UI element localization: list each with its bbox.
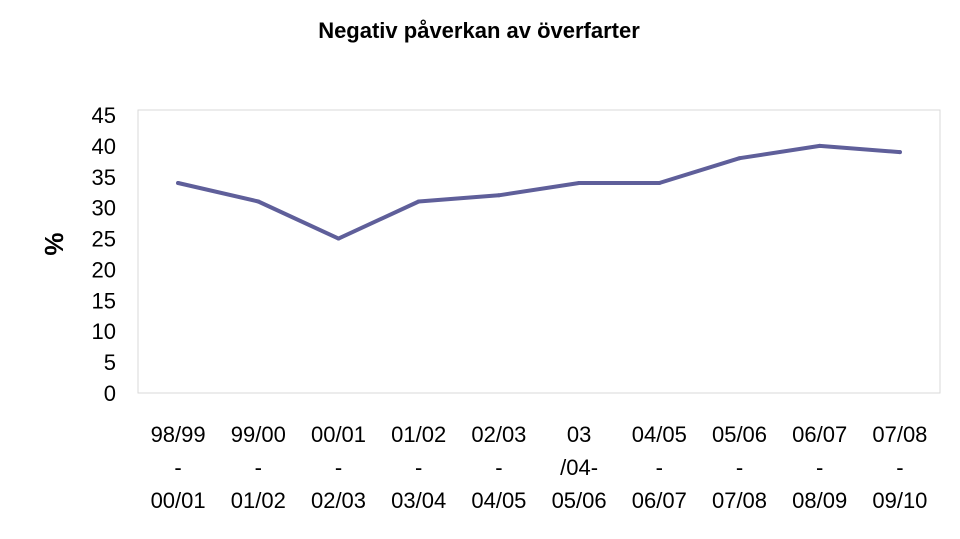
x-tick-label: 06/07 - 08/09: [792, 422, 847, 513]
y-tick-label: 0: [104, 381, 116, 406]
x-tick-label: 98/99 - 00/01: [151, 422, 206, 513]
data-point: [416, 199, 421, 204]
plot-border: [137, 109, 941, 394]
x-tick-label-line: 01/02: [391, 422, 446, 447]
y-tick-label: 45: [92, 103, 116, 128]
x-tick-label-line: -: [495, 455, 502, 480]
y-tick-label: 40: [92, 134, 116, 159]
x-tick-label-line: 03/04: [391, 488, 446, 513]
x-tick-label: 03/04- 05/06: [552, 422, 607, 513]
x-tick-label-line: 02/03: [311, 488, 366, 513]
x-tick-label-line: 00/01: [151, 488, 206, 513]
data-point: [657, 180, 662, 185]
y-tick-label: 5: [104, 350, 116, 375]
x-tick-label-line: 06/07: [632, 488, 687, 513]
y-tick-label: 25: [92, 227, 116, 252]
x-tick-label: 05/06 - 07/08: [712, 422, 767, 513]
x-tick-label-line: 03: [567, 422, 591, 447]
x-tick-label-line: -: [656, 455, 663, 480]
x-tick-label-line: 05/06: [552, 488, 607, 513]
x-tick-label-line: 05/06: [712, 422, 767, 447]
data-point: [577, 180, 582, 185]
y-axis-ticks: 0 5 10 15 20 25 30 35 40 45: [92, 103, 116, 406]
y-tick-label: 10: [92, 319, 116, 344]
data-point: [256, 199, 261, 204]
y-tick-label: 20: [92, 257, 116, 282]
x-tick-label-line: 00/01: [311, 422, 366, 447]
x-tick-label-line: -: [736, 455, 743, 480]
y-tick-label: 30: [92, 196, 116, 221]
plot-area: [137, 109, 941, 394]
y-axis-label: %: [39, 232, 69, 255]
x-tick-label-line: -: [174, 455, 181, 480]
x-tick-label-line: -: [816, 455, 823, 480]
x-tick-label: 07/08 - 09/10: [872, 422, 927, 513]
x-tick-label-line: 99/00: [231, 422, 286, 447]
data-point: [336, 236, 341, 241]
data-point: [737, 156, 742, 161]
x-tick-label-line: 04/05: [471, 488, 526, 513]
x-tick-label: 02/03 - 04/05: [471, 422, 526, 513]
x-tick-label: 99/00 - 01/02: [231, 422, 286, 513]
x-tick-label-line: -: [335, 455, 342, 480]
x-tick-label-line: 07/08: [872, 422, 927, 447]
x-axis-ticks: 98/99-00/0199/00-01/0200/01-02/0301/02-0…: [151, 422, 928, 513]
x-tick-label-line: 98/99: [151, 422, 206, 447]
x-tick-label: 00/01 - 02/03: [311, 422, 366, 513]
data-point: [176, 180, 181, 185]
data-point: [897, 150, 902, 155]
series-line: [176, 143, 902, 241]
data-point: [496, 193, 501, 198]
x-tick-label-line: 07/08: [712, 488, 767, 513]
x-tick-label-line: 02/03: [471, 422, 526, 447]
x-tick-label-line: 09/10: [872, 488, 927, 513]
x-tick-label-line: -: [896, 455, 903, 480]
chart-title: Negativ påverkan av överfarter: [318, 18, 640, 43]
x-tick-label-line: /04-: [560, 455, 598, 480]
y-tick-label: 35: [92, 165, 116, 190]
x-tick-label-line: 08/09: [792, 488, 847, 513]
x-tick-label-line: 06/07: [792, 422, 847, 447]
x-tick-label: 04/05 - 06/07: [632, 422, 687, 513]
x-tick-label-line: -: [255, 455, 262, 480]
y-tick-label: 15: [92, 288, 116, 313]
data-point: [817, 143, 822, 148]
x-tick-label-line: 04/05: [632, 422, 687, 447]
x-tick-label-line: 01/02: [231, 488, 286, 513]
x-tick-label: 01/02 - 03/04: [391, 422, 446, 513]
series-group: [176, 143, 902, 241]
x-tick-label-line: -: [415, 455, 422, 480]
